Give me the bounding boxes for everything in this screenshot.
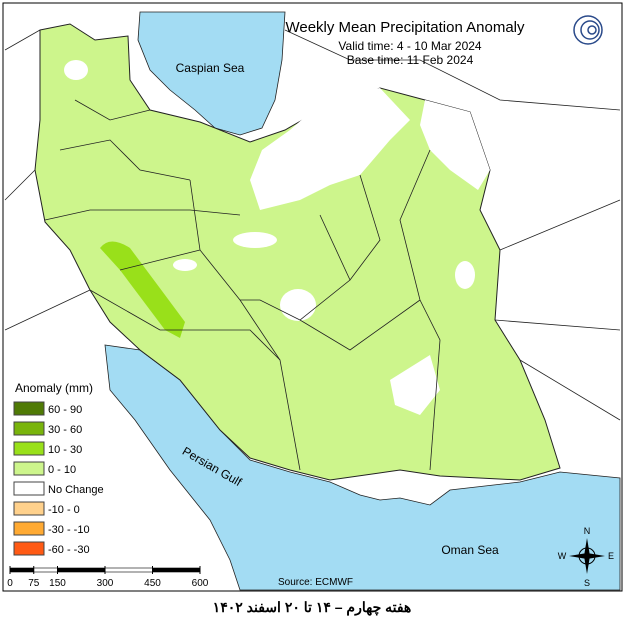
legend-swatch xyxy=(13,441,45,456)
legend-swatch xyxy=(13,461,45,476)
legend-label: -10 - 0 xyxy=(48,504,80,516)
caspian-label: Caspian Sea xyxy=(176,61,245,75)
legend-label: 10 - 30 xyxy=(48,444,82,456)
patch xyxy=(64,60,88,80)
caspian-sea xyxy=(137,11,286,136)
title: Weekly Mean Precipitation Anomaly xyxy=(285,19,525,36)
scale-label: 450 xyxy=(144,578,161,589)
province-borders xyxy=(44,99,441,471)
scale-label: 300 xyxy=(97,578,114,589)
legend-swatch xyxy=(13,541,45,556)
scale-segment xyxy=(152,567,201,573)
legend-swatch xyxy=(13,501,45,516)
legend-label: -30 - -10 xyxy=(48,524,90,536)
patch xyxy=(455,261,475,289)
compass: N E S W xyxy=(558,526,614,588)
compass-s: S xyxy=(584,578,590,588)
scale-label: 150 xyxy=(49,578,66,589)
legend-label: 60 - 90 xyxy=(48,404,82,416)
scale-segment xyxy=(33,567,58,573)
gulf-sea xyxy=(104,344,621,591)
patch xyxy=(173,259,197,271)
compass-w: W xyxy=(558,551,567,561)
legend: 60 - 90 30 - 60 10 - 30 0 - 10 No Change -10 … xyxy=(13,401,104,556)
source: Source: ECMWF xyxy=(278,577,353,588)
footer: هفته چهارم – ۱۴ تا ۲۰ اسفند ۱۴۰۲ xyxy=(213,599,412,616)
legend-swatch xyxy=(13,481,45,496)
compass-n: N xyxy=(584,526,591,536)
patch xyxy=(250,88,410,210)
scale-segment xyxy=(9,567,35,573)
legend-label: -60 - -30 xyxy=(48,544,90,556)
scale-segment xyxy=(104,567,153,573)
scale-bar: 0 75 150 300 450 600 xyxy=(7,566,209,589)
base-time: Base time: 11 Feb 2024 xyxy=(347,53,474,67)
patch xyxy=(420,100,490,190)
patch xyxy=(390,355,440,415)
legend-label: 0 - 10 xyxy=(48,464,76,476)
legend-title: Anomaly (mm) xyxy=(15,381,93,395)
legend-swatch xyxy=(13,421,45,436)
neighbour-borders xyxy=(4,29,621,421)
legend-swatch xyxy=(13,521,45,536)
valid-time: Valid time: 4 - 10 Mar 2024 xyxy=(338,39,482,53)
no-change-areas xyxy=(64,60,490,415)
scale-label: 600 xyxy=(192,578,209,589)
scale-segment xyxy=(57,567,106,573)
scale-label: 0 xyxy=(7,578,13,589)
scale-label: 75 xyxy=(28,578,40,589)
patch xyxy=(233,232,277,248)
compass-e: E xyxy=(608,551,614,561)
legend-label: 30 - 60 xyxy=(48,424,82,436)
patch xyxy=(280,289,316,321)
legend-label: No Change xyxy=(48,484,104,496)
oman-label: Oman Sea xyxy=(441,543,499,557)
logo xyxy=(573,15,603,45)
wet-band xyxy=(100,241,185,338)
legend-swatch xyxy=(13,401,45,416)
